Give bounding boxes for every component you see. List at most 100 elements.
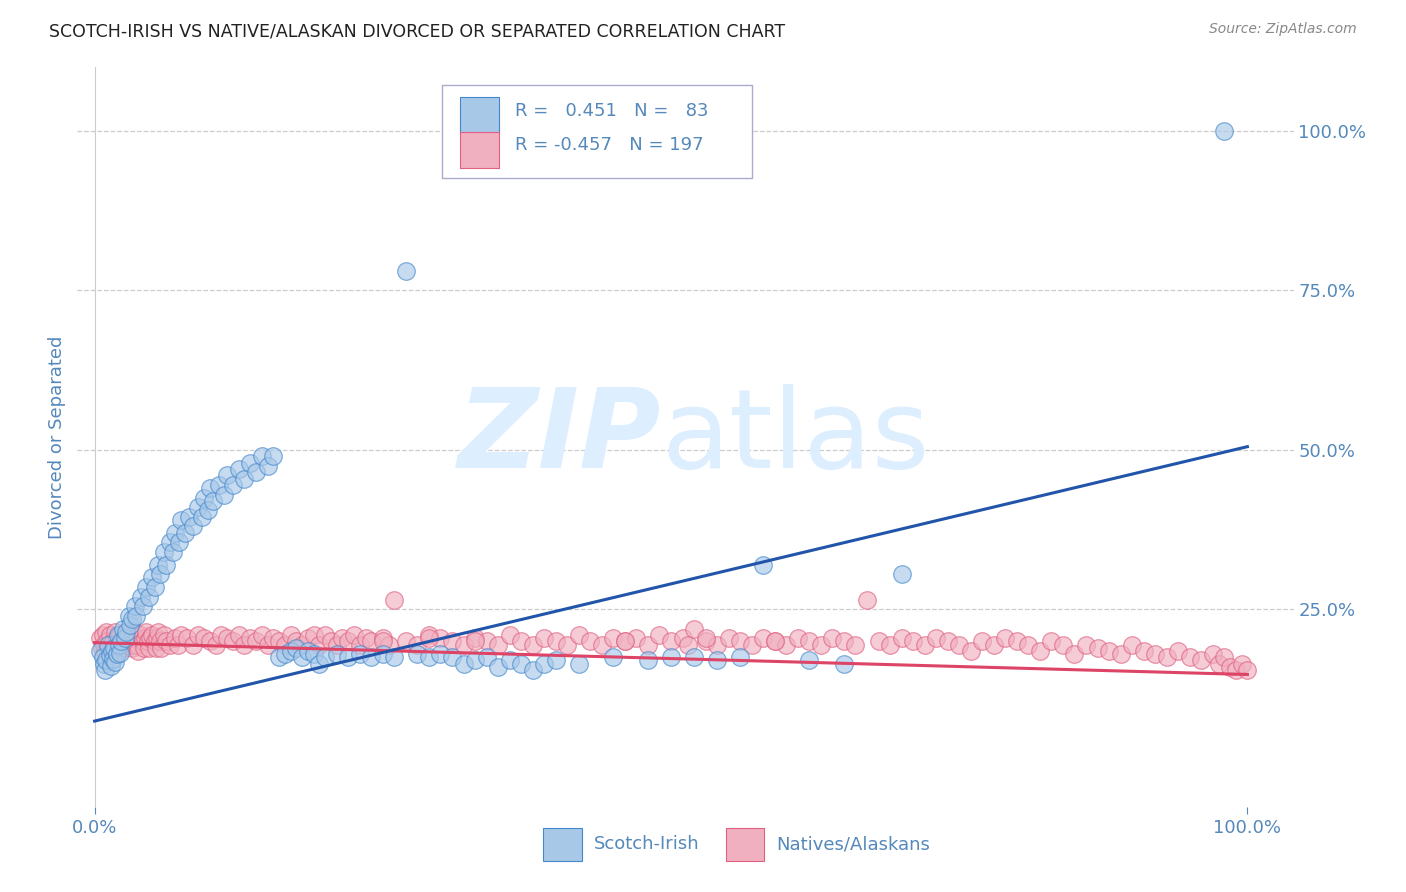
Point <box>1132 644 1154 658</box>
Point <box>94 663 117 677</box>
Point <box>267 634 290 648</box>
Point <box>890 631 912 645</box>
Point <box>602 631 624 645</box>
Point <box>799 634 821 648</box>
Point <box>105 631 128 645</box>
Point <box>626 631 648 645</box>
Point <box>354 631 377 645</box>
Point <box>217 631 239 645</box>
Point <box>114 624 136 639</box>
Point <box>97 638 120 652</box>
Point <box>695 631 717 645</box>
Point <box>659 634 682 648</box>
Point <box>1087 640 1109 655</box>
Point <box>250 628 273 642</box>
Point <box>1017 638 1039 652</box>
Point <box>1219 660 1241 674</box>
Point <box>93 657 115 671</box>
Point <box>166 638 188 652</box>
Point <box>98 648 121 663</box>
Point <box>165 631 187 645</box>
Point <box>706 638 728 652</box>
Point <box>118 628 141 642</box>
Point <box>91 628 114 642</box>
Point <box>143 580 166 594</box>
Point <box>124 624 146 639</box>
Point <box>291 650 314 665</box>
Point <box>110 634 132 648</box>
Point <box>165 525 187 540</box>
Point <box>181 638 204 652</box>
Point <box>936 634 959 648</box>
Point <box>533 631 555 645</box>
Point <box>101 652 124 666</box>
Point <box>429 647 451 661</box>
Point <box>132 599 155 614</box>
Point <box>124 599 146 614</box>
Point <box>786 631 808 645</box>
Point <box>187 628 209 642</box>
Point <box>149 567 172 582</box>
Point <box>274 638 297 652</box>
Point <box>170 513 193 527</box>
Point <box>475 634 498 648</box>
Point <box>360 650 382 665</box>
Point <box>568 657 591 671</box>
Point <box>752 558 775 572</box>
Point <box>181 519 204 533</box>
Point <box>93 638 115 652</box>
Point <box>170 628 193 642</box>
Point <box>360 634 382 648</box>
Point <box>1144 647 1167 661</box>
FancyBboxPatch shape <box>441 86 752 178</box>
Point <box>117 638 139 652</box>
Point <box>308 638 330 652</box>
Point <box>382 650 405 665</box>
Point <box>149 634 172 648</box>
Point <box>179 509 201 524</box>
Point <box>222 478 245 492</box>
Point <box>285 634 308 648</box>
Point <box>994 631 1017 645</box>
Point <box>239 631 262 645</box>
Point <box>671 631 693 645</box>
Point <box>579 634 602 648</box>
Point <box>1098 644 1121 658</box>
Text: ZIP: ZIP <box>457 384 661 491</box>
Point <box>406 638 429 652</box>
Point <box>510 634 533 648</box>
Point <box>332 631 354 645</box>
Point <box>879 638 901 652</box>
Point <box>208 478 231 492</box>
Point <box>112 631 135 645</box>
Point <box>136 634 159 648</box>
Point <box>1063 647 1085 661</box>
Point <box>856 592 879 607</box>
Point <box>821 631 844 645</box>
Point <box>1202 647 1225 661</box>
Point <box>105 647 128 661</box>
Point <box>198 634 221 648</box>
Point <box>101 644 124 658</box>
Point <box>314 628 336 642</box>
Point <box>959 644 981 658</box>
Text: R =   0.451   N =   83: R = 0.451 N = 83 <box>515 103 709 120</box>
Point <box>371 634 394 648</box>
Point <box>212 487 235 501</box>
Text: Source: ZipAtlas.com: Source: ZipAtlas.com <box>1209 22 1357 37</box>
Point <box>752 631 775 645</box>
Point <box>464 653 486 667</box>
Point <box>141 628 163 642</box>
Point <box>217 468 239 483</box>
Point <box>94 624 117 639</box>
Point <box>868 634 890 648</box>
Point <box>202 494 225 508</box>
Point <box>103 640 125 655</box>
Point <box>297 644 319 658</box>
Point <box>591 638 613 652</box>
Point <box>418 631 440 645</box>
Point <box>832 634 855 648</box>
Text: SCOTCH-IRISH VS NATIVE/ALASKAN DIVORCED OR SEPARATED CORRELATION CHART: SCOTCH-IRISH VS NATIVE/ALASKAN DIVORCED … <box>49 22 786 40</box>
Point <box>101 634 124 648</box>
Point <box>262 631 284 645</box>
